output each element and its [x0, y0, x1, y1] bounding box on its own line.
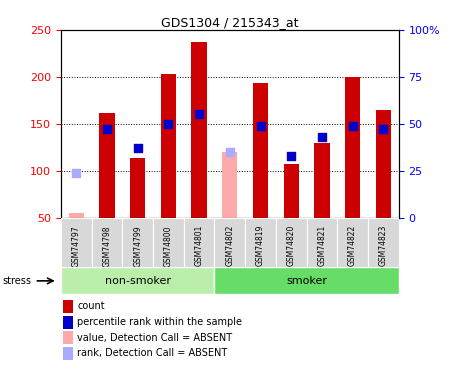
- Bar: [276, 217, 307, 268]
- Text: smoker: smoker: [286, 276, 327, 286]
- Bar: [63, 300, 73, 313]
- Bar: [284, 164, 299, 218]
- Text: GSM74799: GSM74799: [133, 225, 142, 267]
- Bar: [68, 213, 84, 217]
- Bar: [368, 217, 399, 268]
- Bar: [99, 112, 115, 218]
- Bar: [214, 217, 245, 268]
- Point: [318, 134, 325, 140]
- Bar: [337, 217, 368, 268]
- Bar: [245, 217, 276, 268]
- Bar: [61, 267, 214, 294]
- Point: [226, 149, 234, 155]
- Bar: [184, 217, 214, 268]
- Text: GSM74822: GSM74822: [348, 225, 357, 266]
- Bar: [345, 77, 360, 218]
- Text: GSM74821: GSM74821: [318, 225, 326, 266]
- Point: [73, 170, 80, 176]
- Bar: [122, 217, 153, 268]
- Text: GSM74819: GSM74819: [256, 225, 265, 267]
- Text: GSM74797: GSM74797: [72, 225, 81, 267]
- Point: [287, 153, 295, 159]
- Point: [165, 121, 172, 127]
- Bar: [376, 110, 391, 218]
- Text: value, Detection Call = ABSENT: value, Detection Call = ABSENT: [77, 333, 232, 343]
- Bar: [153, 217, 184, 268]
- Text: percentile rank within the sample: percentile rank within the sample: [77, 317, 242, 327]
- Title: GDS1304 / 215343_at: GDS1304 / 215343_at: [161, 16, 299, 29]
- Bar: [222, 152, 237, 217]
- Text: GSM74798: GSM74798: [103, 225, 112, 267]
- Point: [196, 111, 203, 117]
- Bar: [91, 217, 122, 268]
- Bar: [63, 332, 73, 344]
- Point: [349, 123, 356, 129]
- Text: GSM74801: GSM74801: [195, 225, 204, 267]
- Point: [103, 126, 111, 132]
- Point: [257, 123, 264, 129]
- Bar: [61, 217, 91, 268]
- Bar: [253, 84, 268, 218]
- Bar: [161, 74, 176, 217]
- Point: [134, 145, 142, 151]
- Bar: [314, 142, 330, 218]
- Bar: [191, 42, 207, 218]
- Bar: [63, 316, 73, 328]
- Point: [379, 126, 387, 132]
- Text: count: count: [77, 302, 105, 311]
- Text: GSM74823: GSM74823: [379, 225, 388, 267]
- Bar: [307, 217, 337, 268]
- Bar: [130, 158, 145, 218]
- Text: stress: stress: [2, 276, 31, 286]
- Text: rank, Detection Call = ABSENT: rank, Detection Call = ABSENT: [77, 348, 227, 358]
- Text: GSM74820: GSM74820: [287, 225, 296, 267]
- Text: GSM74802: GSM74802: [225, 225, 234, 267]
- Text: GSM74800: GSM74800: [164, 225, 173, 267]
- Bar: [214, 267, 399, 294]
- Text: non-smoker: non-smoker: [105, 276, 171, 286]
- Bar: [63, 347, 73, 360]
